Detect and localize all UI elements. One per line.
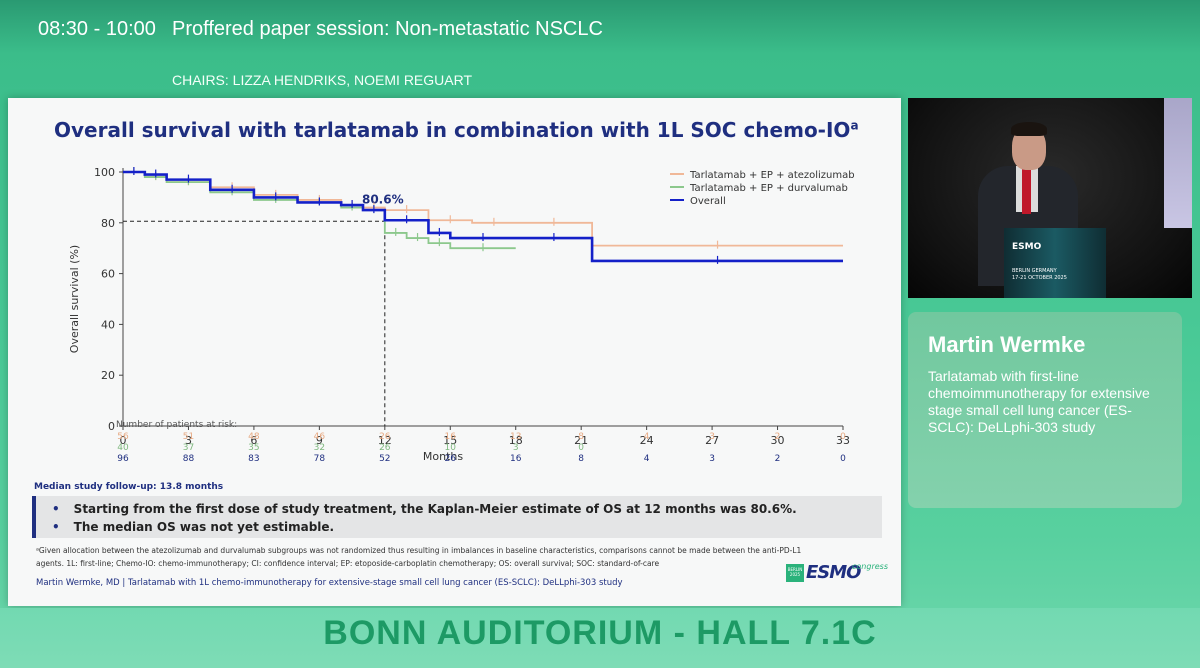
median-followup: Median study follow-up: 13.8 months	[34, 482, 224, 492]
risk-cell: 26	[379, 443, 391, 453]
podium-location: BERLIN GERMANY 17-21 OCTOBER 2025	[1012, 268, 1067, 282]
y-tick-label-60: 60	[101, 268, 115, 281]
x-tick-label-24: 24	[640, 434, 654, 447]
risk-table-header: Number of patients at risk:	[116, 420, 238, 430]
risk-cell: 56	[117, 432, 129, 442]
session-title: Proffered paper session: Non-metastatic …	[172, 18, 603, 40]
podium-city: BERLIN GERMANY	[1012, 268, 1057, 274]
presentation-slide: Overall survival with tarlatamab in comb…	[8, 98, 901, 606]
finding-bullet-1: Starting from the first dose of study tr…	[52, 500, 882, 518]
risk-cell: 78	[313, 454, 326, 464]
risk-cell: 3	[709, 454, 715, 464]
y-tick-label-20: 20	[101, 369, 115, 382]
speaker-hair	[1011, 122, 1047, 136]
risk-row-1: 40 37 35 32 26 10 3 0	[8, 443, 901, 455]
slide-title: Overall survival with tarlatamab in comb…	[54, 118, 859, 142]
risk-cell: 0	[840, 454, 846, 464]
room-name: BONN AUDITORIUM - HALL 7.1C	[0, 608, 1200, 668]
esmo-congress-word: congress	[852, 562, 888, 571]
legend-label-0: Tarlatamab + EP + atezolizumab	[689, 170, 855, 181]
risk-cell: 16	[509, 454, 522, 464]
esmo-wordmark: ESMO	[806, 562, 861, 583]
x-tick-label-6: 6	[250, 434, 257, 447]
risk-cell: 35	[248, 443, 260, 453]
session-time: 08:30 - 10:00	[38, 18, 156, 40]
slide-footer: Martin Wermke, MD | Tarlatamab with 1L c…	[36, 578, 623, 588]
speaker-video: ESMO BERLIN GERMANY 17-21 OCTOBER 2025	[908, 98, 1192, 298]
x-axis-label: Months	[423, 450, 463, 463]
slide-title-superscript: a	[850, 118, 859, 133]
talk-title: Tarlatamab with first-line chemoimmunoth…	[928, 368, 1150, 435]
podium-esmo-logo: ESMO	[1012, 242, 1042, 252]
background-screen	[1164, 98, 1192, 228]
annotation-12-month-os: 80.6%	[362, 192, 404, 206]
risk-cell: 4	[643, 432, 650, 442]
slide-title-text: Overall survival with tarlatamab in comb…	[54, 118, 851, 142]
risk-cell: 48	[248, 432, 260, 442]
y-tick-label-80: 80	[101, 217, 115, 230]
speaker-tie	[1022, 168, 1031, 214]
risk-cell: 88	[182, 454, 195, 464]
x-tick-label-30: 30	[771, 434, 785, 447]
x-tick-label-9: 9	[316, 434, 323, 447]
risk-cell: 13	[509, 432, 522, 442]
x-tick-label-18: 18	[509, 434, 523, 447]
series-line-2	[123, 170, 843, 263]
footnote-line-1: ᵃGiven allocation between the atezolizum…	[36, 546, 802, 555]
speaker-name: Martin Wermke	[928, 332, 1086, 357]
footnote-line-2: agents. 1L: first-line; Chemo-IO: chemo-…	[36, 559, 660, 568]
risk-cell: 26	[379, 432, 391, 442]
risk-cell: 52	[379, 454, 391, 464]
risk-cell: 51	[182, 432, 195, 442]
y-tick-label-0: 0	[108, 420, 115, 433]
legend-label-1: Tarlatamab + EP + durvalumab	[689, 183, 848, 194]
risk-cell: 40	[117, 443, 129, 453]
risk-cell: 8	[578, 432, 585, 442]
risk-cell: 26	[444, 454, 456, 464]
y-axis-label: Overall survival (%)	[68, 245, 81, 353]
y-tick-label-100: 100	[94, 166, 115, 179]
legend-label-2: Overall	[690, 196, 726, 207]
risk-cell: 0	[578, 443, 585, 453]
key-findings-box: Starting from the first dose of study tr…	[32, 496, 882, 538]
risk-cell: 2	[774, 432, 781, 442]
podium: ESMO BERLIN GERMANY 17-21 OCTOBER 2025	[1004, 228, 1106, 298]
x-tick-label-21: 21	[574, 434, 588, 447]
x-tick-label-15: 15	[443, 434, 457, 447]
esmo-congress-logo: BERLIN 2025 ESMO congress	[786, 562, 896, 588]
slide-footnote: ᵃGiven allocation between the atezolizum…	[36, 544, 866, 570]
risk-cell: 10	[444, 443, 456, 453]
x-tick-label-27: 27	[705, 434, 719, 447]
risk-cell: 16	[444, 432, 456, 442]
risk-cell: 3	[709, 432, 715, 442]
speaker-info-panel: Martin Wermke Tarlatamab with first-line…	[908, 312, 1182, 508]
risk-cell: 2	[774, 454, 781, 464]
risk-cell: 37	[182, 443, 195, 453]
y-tick-label-40: 40	[101, 318, 115, 331]
risk-cell: 83	[248, 454, 260, 464]
risk-row-2: 96 88 83 78 52 26 16 8 4 3 2 0	[8, 454, 901, 466]
risk-cell: 96	[117, 454, 129, 464]
x-tick-label-0: 0	[120, 434, 127, 447]
finding-bullet-2: The median OS was not yet estimable.	[52, 518, 882, 536]
podium-dates: 17-21 OCTOBER 2025	[1012, 275, 1067, 281]
risk-cell: 32	[313, 443, 326, 453]
session-chairs: CHAIRS: LIZZA HENDRIKS, NOEMI REGUART	[172, 72, 473, 88]
risk-cell: 4	[643, 454, 650, 464]
risk-cell: 46	[313, 432, 326, 442]
x-tick-label-12: 12	[378, 434, 392, 447]
risk-cell: 0	[840, 432, 846, 442]
risk-cell: 8	[578, 454, 585, 464]
x-tick-label-33: 33	[836, 434, 850, 447]
risk-row-0: 56 51 48 46 26 16 13 8 4 3 2 0	[8, 432, 901, 444]
risk-cell: 3	[512, 443, 519, 453]
esmo-badge: BERLIN 2025	[786, 564, 804, 582]
x-tick-label-3: 3	[185, 434, 192, 447]
